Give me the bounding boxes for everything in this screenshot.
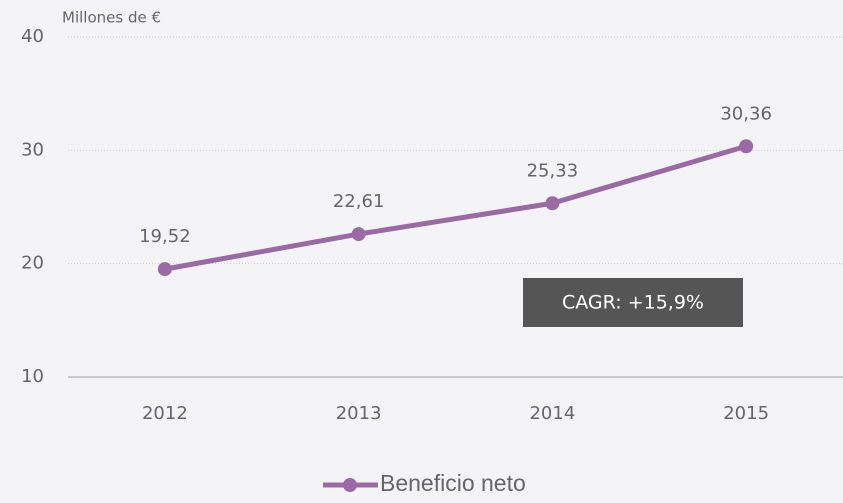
data-label: 30,36 bbox=[720, 103, 772, 124]
annotation: CAGR: +15,9% bbox=[562, 292, 704, 314]
marker bbox=[351, 227, 366, 242]
x-tick-label: 2015 bbox=[723, 403, 769, 424]
y-tick-label: 20 bbox=[21, 253, 44, 274]
x-tick-label: 2014 bbox=[529, 403, 575, 424]
marker bbox=[545, 196, 560, 211]
legend-label: Beneficio neto bbox=[380, 470, 526, 496]
data-label: 22,61 bbox=[333, 191, 385, 212]
y-tick-label: 30 bbox=[21, 139, 44, 160]
y-tick-label: 40 bbox=[21, 26, 44, 47]
line bbox=[164, 143, 747, 272]
x-tick-label: 2013 bbox=[336, 403, 382, 424]
marker bbox=[739, 139, 754, 154]
data-label: 19,52 bbox=[139, 226, 191, 247]
y-axis-label: Millones de € bbox=[62, 9, 161, 27]
data-label: 25,33 bbox=[527, 160, 579, 181]
annotation-box bbox=[523, 278, 743, 327]
marker bbox=[157, 262, 172, 277]
legend-marker bbox=[343, 478, 357, 492]
x-tick-label: 2012 bbox=[142, 403, 188, 424]
y-tick-label: 10 bbox=[21, 366, 44, 387]
